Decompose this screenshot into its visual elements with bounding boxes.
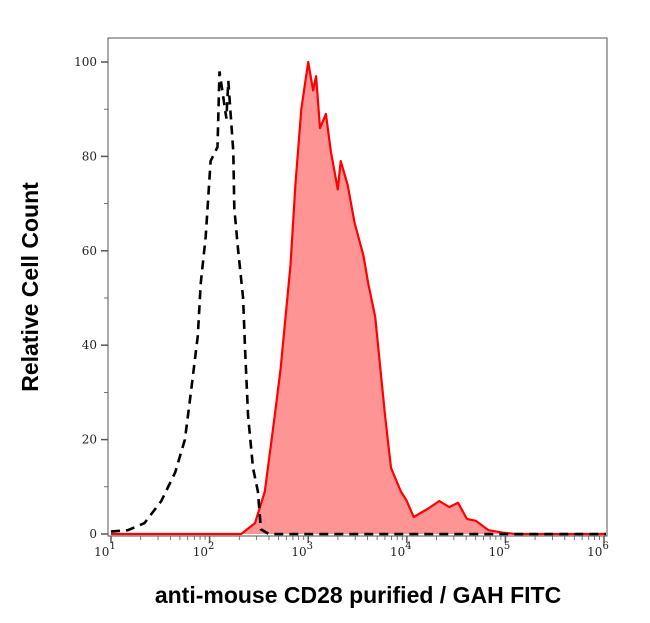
y-tick-label: 40 [82,338,97,352]
y-tick-label: 20 [82,433,97,447]
x-tick-base: 10 [291,545,306,559]
x-tick-base: 10 [94,545,109,559]
plot-frame [107,37,608,537]
x-tick-label: 106 [587,541,609,559]
y-tick-label: 80 [82,149,97,163]
series-line-control [110,71,606,536]
x-tick-exponent: 6 [602,541,608,552]
x-tick-exponent: 5 [504,541,510,552]
series-fill-stained [111,62,606,534]
x-tick-exponent: 1 [109,541,115,552]
x-tick-exponent: 4 [405,541,411,552]
x-tick-base: 10 [193,545,208,559]
x-tick-exponent: 2 [208,541,214,552]
y-tick-label: 60 [82,244,97,258]
x-tick-label: 102 [193,541,215,559]
x-axis-title: anti-mouse CD28 purified / GAH FITC [155,582,561,608]
y-tick-label: 0 [89,527,97,541]
x-tick-exponent: 3 [307,541,313,552]
x-tick-base: 10 [587,545,602,559]
x-tick-base: 10 [489,545,504,559]
x-tick-label: 105 [489,541,511,559]
y-tick-label: 100 [74,55,97,69]
x-tick-label: 101 [94,541,116,559]
series-line-stained [111,60,606,536]
x-tick-label: 103 [291,541,313,559]
y-axis-title: Relative Cell Count [17,182,43,392]
x-tick-base: 10 [390,545,405,559]
x-tick-label: 104 [390,541,412,559]
